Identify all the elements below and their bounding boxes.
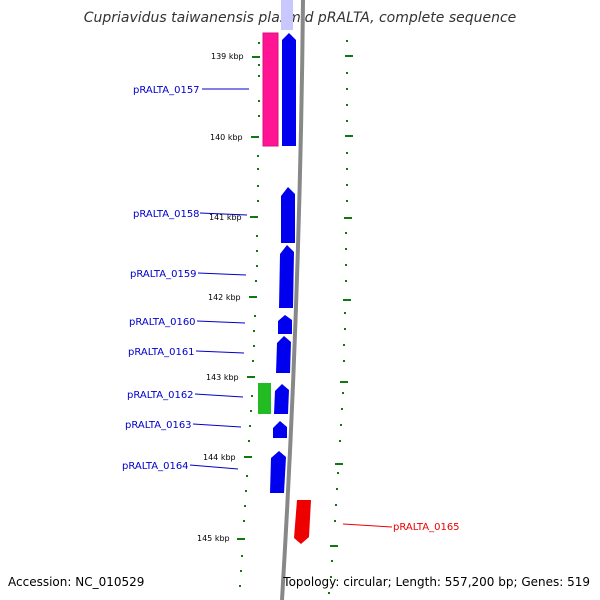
gene-reverse-pink[interactable] <box>262 32 279 147</box>
inner-tick-column <box>239 42 260 587</box>
topology-text: Topology: circular; Length: 557,200 bp; … <box>283 575 590 589</box>
top-band <box>281 0 293 30</box>
leader-lines <box>189 88 393 528</box>
gene-pRALTA-0158-arrow[interactable] <box>281 187 295 243</box>
kbp-label-142: 142 kbp <box>208 293 241 302</box>
gene-track <box>258 32 311 544</box>
kbp-label-144: 144 kbp <box>203 453 236 462</box>
map-title: Cupriavidus taiwanensis plasmid pRALTA, … <box>83 10 517 26</box>
gene-label-pRALTA-0162[interactable]: pRALTA_0162 <box>127 390 194 401</box>
kbp-label-143: 143 kbp <box>206 373 239 382</box>
gene-label-pRALTA-0165[interactable]: pRALTA_0165 <box>393 522 460 533</box>
gene-label-pRALTA-0160[interactable]: pRALTA_0160 <box>129 317 196 328</box>
major-outer-ticks <box>330 55 353 547</box>
kbp-label-140: 140 kbp <box>210 133 243 142</box>
gene-pRALTA-0162-arrow[interactable] <box>274 384 289 414</box>
gene-pRALTA-0163-arrow[interactable] <box>273 421 287 438</box>
gene-pRALTA-0164-arrow[interactable] <box>270 451 286 493</box>
gene-label-pRALTA-0158[interactable]: pRALTA_0158 <box>133 209 200 220</box>
kbp-label-145: 145 kbp <box>197 534 230 543</box>
gene-label-pRALTA-0164[interactable]: pRALTA_0164 <box>122 461 189 472</box>
sequence-backbone <box>280 0 305 600</box>
gene-labels: pRALTA_0157 pRALTA_0158 pRALTA_0159 pRAL… <box>122 85 460 533</box>
gene-label-pRALTA-0159[interactable]: pRALTA_0159 <box>130 269 197 280</box>
gene-label-pRALTA-0157[interactable]: pRALTA_0157 <box>133 85 200 96</box>
gene-label-pRALTA-0163[interactable]: pRALTA_0163 <box>125 420 192 431</box>
gene-label-pRALTA-0161[interactable]: pRALTA_0161 <box>128 347 195 358</box>
major-inner-ticks <box>237 56 260 540</box>
accession-text: Accession: NC_010529 <box>8 575 145 589</box>
outer-tick-column <box>328 40 348 594</box>
gene-pRALTA-0161-arrow[interactable] <box>276 336 291 373</box>
kbp-labels: 139 kbp 140 kbp 141 kbp 142 kbp 143 kbp … <box>197 52 244 543</box>
gene-pRALTA-0157-arrow[interactable] <box>282 33 296 146</box>
kbp-label-141: 141 kbp <box>209 213 242 222</box>
kbp-label-139: 139 kbp <box>211 52 244 61</box>
gene-pRALTA-0162-green[interactable] <box>258 383 271 414</box>
gene-pRALTA-0159-arrow[interactable] <box>279 245 294 308</box>
gene-pRALTA-0165-arrow[interactable] <box>294 500 311 544</box>
gene-pRALTA-0160-arrow[interactable] <box>278 315 292 334</box>
